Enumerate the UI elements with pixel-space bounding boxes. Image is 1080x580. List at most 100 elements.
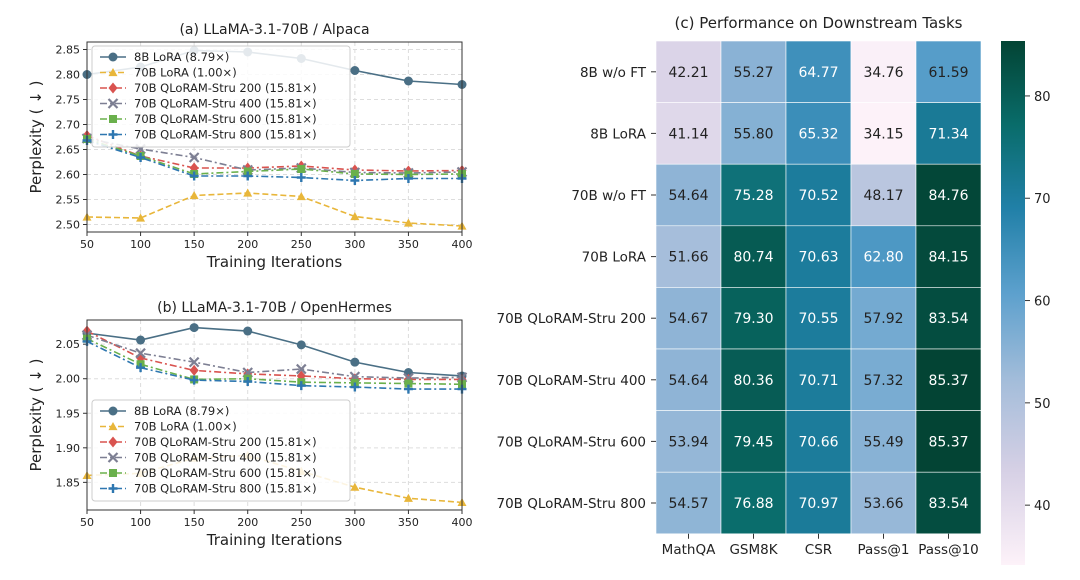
series-line — [86, 137, 463, 174]
cell-value-label: 85.37 — [928, 434, 968, 450]
series-line — [86, 134, 463, 172]
x-tick-label: 300 — [344, 516, 365, 529]
heatmap-cell — [720, 225, 787, 288]
heatmap-cell — [915, 225, 982, 288]
legend-entry: 70B QLoRAM-Stru 400 (15.81×) — [134, 97, 317, 111]
data-point — [350, 176, 360, 185]
cell-value-label: 83.54 — [928, 496, 968, 512]
data-point — [403, 174, 413, 183]
series-line — [86, 330, 462, 381]
cell-value-label: 57.32 — [863, 373, 903, 389]
y-tick-label: 2.65 — [56, 144, 81, 157]
heatmap-cell — [850, 40, 917, 103]
data-point — [189, 191, 199, 200]
data-point — [296, 192, 306, 201]
column-label: Pass@10 — [918, 542, 979, 558]
cell-value-label: 48.17 — [863, 188, 903, 204]
cell-value-label: 71.34 — [928, 126, 968, 142]
series-line — [86, 337, 463, 386]
cell-value-label: 79.45 — [733, 434, 773, 450]
legend-box — [91, 45, 351, 148]
legend-marker — [108, 68, 118, 77]
data-point — [403, 218, 413, 227]
series-line — [86, 139, 462, 182]
heatmap-cell — [915, 471, 982, 535]
cell-value-label: 76.88 — [733, 496, 773, 512]
y-tick-label: 2.70 — [56, 119, 81, 132]
y-axis-label: Perplexity ( ↓ ) — [27, 359, 45, 472]
heatmap-cell — [655, 163, 722, 227]
heatmap-cell — [655, 348, 722, 411]
cell-value-label: 80.36 — [733, 373, 773, 389]
x-tick-label: 100 — [130, 516, 151, 529]
cell-value-label: 80.74 — [733, 250, 773, 266]
cell-value-label: 84.76 — [928, 188, 968, 204]
data-point — [297, 165, 306, 173]
data-point — [189, 171, 199, 181]
x-axis-label: Training Iterations — [206, 531, 343, 549]
x-tick-label: 200 — [237, 516, 258, 529]
cell-value-label: 83.54 — [928, 311, 968, 327]
y-tick-label: 2.50 — [56, 219, 81, 232]
series-line — [86, 334, 463, 379]
x-tick-label: 300 — [344, 238, 365, 251]
heatmap-cell — [915, 287, 982, 350]
data-point — [189, 323, 199, 333]
data-point — [403, 76, 413, 86]
heatmap-cell — [655, 471, 722, 535]
column-label: Pass@1 — [858, 542, 910, 558]
heatmap-cell — [915, 410, 982, 473]
heatmap-cell — [720, 348, 787, 411]
legend-entry: 70B QLoRAM-Stru 400 (15.81×) — [134, 451, 317, 465]
data-point — [243, 376, 253, 386]
cell-value-label: 41.14 — [668, 126, 708, 142]
legend-entry: 70B QLoRAM-Stru 600 (15.81×) — [134, 466, 317, 480]
colorbar — [1001, 41, 1025, 565]
chart-openhermes-perplexity: 50 100 150 200 250 300 350 400 1.85 1.90 1.95 2.00 2… — [27, 300, 473, 549]
legend-entry: 70B QLoRAM-Stru 800 (15.81×) — [134, 128, 317, 142]
heatmap-cell — [785, 40, 852, 103]
colorbar-tick-label: 60 — [1034, 295, 1051, 310]
column-label: GSM8K — [729, 542, 778, 558]
y-tick-label: 2.80 — [56, 69, 81, 82]
row-label: 70B QLoRAM-Stru 400 — [496, 373, 646, 389]
heatmap-cell — [850, 410, 917, 473]
cell-value-label: 34.76 — [863, 65, 903, 81]
cell-value-label: 54.67 — [668, 311, 708, 327]
cell-value-label: 57.92 — [863, 311, 903, 327]
legend-marker — [108, 484, 118, 493]
cell-value-label: 85.37 — [928, 373, 968, 389]
chart-alpaca-perplexity: 50 100 150 200 250 300 350 400 2.50 2.55 2.60 2.65 2… — [27, 22, 473, 271]
colorbar-tick-label: 40 — [1034, 499, 1051, 514]
row-label: 70B QLoRAM-Stru 800 — [496, 496, 646, 512]
legend-entry: 70B LoRA (1.00×) — [134, 420, 237, 434]
legend-marker — [107, 452, 119, 463]
cell-value-label: 70.55 — [798, 311, 838, 327]
cell-value-label: 53.66 — [863, 496, 903, 512]
data-point — [350, 357, 360, 367]
legend-marker — [109, 469, 117, 477]
legend-entry: 8B LoRA (8.79×) — [134, 50, 229, 64]
cell-value-label: 70.71 — [798, 373, 838, 389]
data-point — [350, 170, 359, 178]
column-label: MathQA — [662, 542, 716, 558]
series-line — [86, 192, 463, 227]
legend-entry: 70B LoRA (1.00×) — [134, 66, 237, 80]
data-point — [350, 66, 360, 75]
x-tick-label: 50 — [80, 238, 94, 251]
x-tick-label: 350 — [398, 238, 419, 251]
x-tick-label: 200 — [237, 238, 258, 251]
colorbar-tick-label: 70 — [1034, 192, 1051, 207]
legend-entry: 70B QLoRAM-Stru 200 (15.81×) — [134, 81, 317, 95]
y-tick-label: 1.90 — [56, 442, 81, 455]
colorbar-tick-label: 50 — [1034, 397, 1051, 412]
cell-value-label: 70.66 — [798, 434, 838, 450]
x-tick-label: 350 — [398, 516, 419, 529]
legend-marker — [108, 130, 118, 139]
cell-value-label: 61.59 — [928, 65, 968, 81]
legend-entry: 70B QLoRAM-Stru 200 (15.81×) — [134, 435, 317, 449]
chart-title: (b) LLaMA-3.1-70B / OpenHermes — [157, 300, 392, 316]
data-point — [404, 379, 413, 388]
legend-entry: 70B QLoRAM-Stru 800 (15.81×) — [134, 482, 317, 496]
